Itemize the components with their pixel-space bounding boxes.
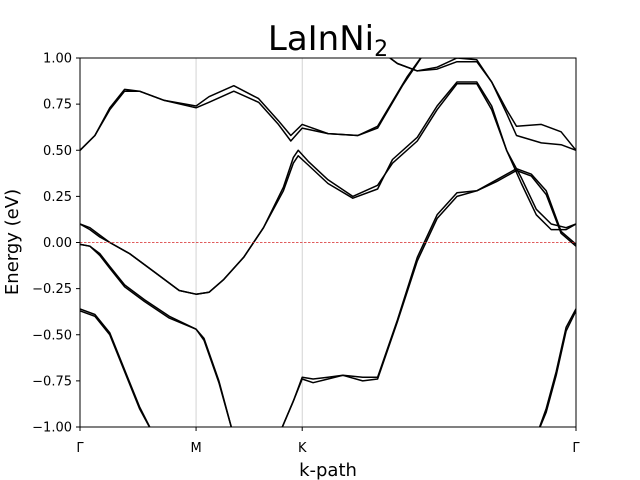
chart-title-subscript: 2: [374, 37, 388, 62]
band-line-9: [80, 310, 151, 427]
x-tick-label: Γ: [572, 441, 580, 456]
chart-title-main: LaInNi: [268, 19, 374, 59]
y-tick-label: 0.00: [43, 236, 72, 251]
x-tick-label: M: [190, 441, 201, 456]
x-tick-label: Γ: [76, 441, 84, 456]
band-line-1: [80, 58, 422, 152]
y-tick-label: −0.50: [32, 328, 72, 343]
y-tick-label: −0.75: [32, 374, 72, 389]
y-tick-label: 0.25: [43, 190, 72, 205]
bands: [80, 58, 576, 427]
band-line-11: [281, 169, 576, 427]
y-tick-label: 0.75: [43, 98, 72, 113]
y-axis-ticks: −1.00 −0.75 −0.50 −0.25 0.00 0.25 0.50 0.75 1.00: [32, 52, 80, 436]
y-tick-label: 0.50: [43, 144, 72, 159]
band-line-6: [80, 81, 576, 295]
band-line-3: [388, 58, 576, 152]
y-axis-label: Energy (eV): [2, 189, 23, 295]
band-line-10: [80, 308, 151, 427]
band-line-2: [80, 58, 422, 152]
band-line-8: [80, 243, 233, 427]
chart-title: LaInNi2: [268, 19, 388, 62]
band-line-5: [80, 83, 576, 295]
x-tick-label: K: [298, 441, 307, 456]
x-axis-label: k-path: [299, 460, 357, 480]
band-line-13: [539, 310, 576, 427]
band-line-4: [388, 58, 576, 152]
band-line-12: [281, 167, 576, 427]
y-tick-label: 1.00: [43, 52, 72, 67]
band-line-14: [538, 308, 576, 427]
y-tick-label: −0.25: [32, 282, 72, 297]
y-tick-label: −1.00: [32, 421, 72, 436]
